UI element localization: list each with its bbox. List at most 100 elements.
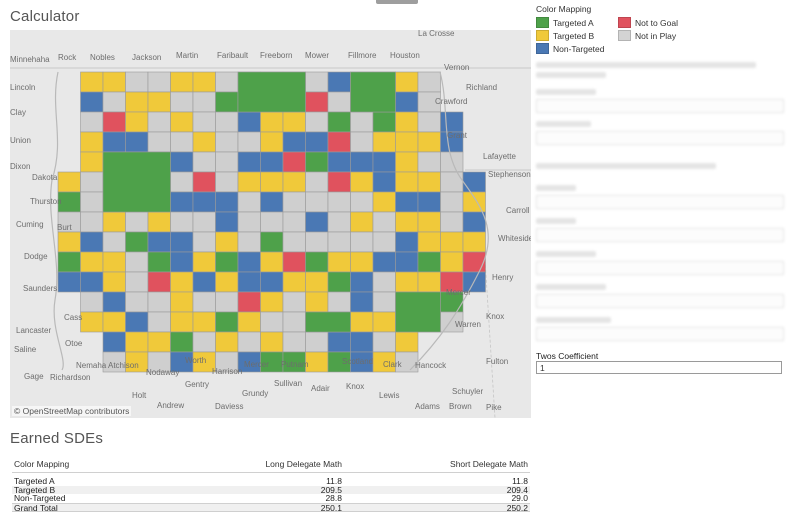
county[interactable] — [192, 71, 216, 93]
county[interactable] — [215, 311, 239, 333]
county[interactable] — [327, 191, 351, 213]
county[interactable] — [327, 251, 351, 273]
county[interactable] — [192, 91, 216, 113]
legend-item-non-targeted[interactable]: Non-Targeted — [536, 43, 618, 54]
county[interactable] — [305, 231, 329, 253]
county[interactable] — [237, 311, 261, 333]
county[interactable] — [147, 71, 171, 93]
county[interactable] — [170, 191, 194, 213]
county[interactable] — [125, 331, 149, 353]
county[interactable] — [395, 231, 419, 253]
county[interactable] — [350, 211, 374, 233]
header-long-delegate-math[interactable]: Long Delegate Math — [265, 459, 342, 469]
county[interactable] — [147, 211, 171, 233]
county[interactable] — [305, 111, 329, 133]
county[interactable] — [372, 191, 396, 213]
county[interactable] — [80, 71, 104, 93]
county[interactable] — [215, 131, 239, 153]
county[interactable] — [282, 251, 306, 273]
county[interactable] — [350, 71, 396, 113]
county[interactable] — [395, 151, 419, 173]
county[interactable] — [417, 131, 441, 153]
county[interactable] — [102, 291, 126, 313]
county[interactable] — [282, 111, 306, 133]
county[interactable] — [462, 231, 486, 253]
county[interactable] — [237, 291, 261, 313]
county[interactable] — [282, 171, 306, 193]
county[interactable] — [260, 151, 284, 173]
county[interactable] — [125, 291, 149, 313]
county[interactable] — [417, 151, 441, 173]
county[interactable] — [417, 111, 441, 133]
county[interactable] — [350, 151, 374, 173]
county[interactable] — [372, 291, 396, 313]
legend-item-not-in-play[interactable]: Not in Play — [618, 30, 688, 41]
county[interactable] — [102, 131, 126, 153]
county[interactable] — [125, 231, 149, 253]
blurred-parameter-6[interactable] — [536, 284, 784, 308]
county[interactable] — [147, 231, 171, 253]
county[interactable] — [327, 151, 351, 173]
county[interactable] — [305, 331, 329, 353]
county[interactable] — [57, 251, 81, 273]
header-short-delegate-math[interactable]: Short Delegate Math — [450, 459, 528, 469]
twos-coefficient-input[interactable]: 1 — [536, 361, 782, 374]
county[interactable] — [170, 171, 194, 193]
county[interactable] — [417, 71, 441, 93]
county[interactable] — [440, 111, 464, 133]
county[interactable] — [305, 211, 329, 233]
county[interactable] — [102, 231, 126, 253]
county[interactable] — [260, 271, 284, 293]
county[interactable] — [327, 131, 351, 153]
county[interactable] — [57, 171, 81, 193]
county[interactable] — [102, 311, 126, 333]
county[interactable] — [327, 171, 351, 193]
county[interactable] — [192, 331, 216, 353]
county[interactable] — [282, 291, 306, 313]
iowa-county-map[interactable]: Minnehaha Rock Nobles Jackson Martin Faribaul… — [10, 30, 531, 418]
county[interactable] — [80, 211, 104, 233]
county[interactable] — [282, 211, 306, 233]
county[interactable] — [125, 211, 149, 233]
county[interactable] — [417, 251, 441, 273]
county[interactable] — [147, 251, 171, 273]
county[interactable] — [395, 111, 419, 133]
county[interactable] — [260, 131, 284, 153]
county[interactable] — [305, 91, 329, 113]
blurred-parameter-7[interactable] — [536, 317, 784, 341]
top-drag-handle[interactable] — [376, 0, 418, 4]
county[interactable] — [282, 191, 306, 213]
county[interactable] — [80, 191, 104, 213]
county[interactable] — [192, 291, 216, 313]
county[interactable] — [395, 251, 419, 273]
county[interactable] — [440, 231, 464, 253]
county[interactable] — [102, 91, 126, 113]
county[interactable] — [125, 111, 149, 133]
county[interactable] — [237, 231, 261, 253]
county[interactable] — [192, 251, 216, 273]
map-attribution[interactable]: © OpenStreetMap contributors — [12, 406, 132, 416]
county[interactable] — [237, 71, 306, 113]
county[interactable] — [327, 211, 351, 233]
table-row-grand-total[interactable]: Grand Total 250.1 250.2 — [12, 502, 530, 512]
county[interactable] — [372, 331, 396, 353]
blurred-parameter-4[interactable] — [536, 218, 784, 242]
county[interactable] — [282, 131, 306, 153]
county[interactable] — [215, 91, 239, 113]
county[interactable] — [125, 131, 149, 153]
county[interactable] — [237, 131, 261, 153]
blurred-parameter-1[interactable] — [536, 89, 784, 113]
county[interactable] — [305, 131, 329, 153]
county[interactable] — [417, 171, 441, 193]
county[interactable] — [395, 131, 419, 153]
county[interactable] — [440, 191, 464, 213]
county[interactable] — [192, 111, 216, 133]
county[interactable] — [282, 271, 306, 293]
county[interactable] — [237, 151, 261, 173]
county[interactable] — [372, 171, 396, 193]
county[interactable] — [80, 151, 104, 173]
county[interactable] — [282, 331, 306, 353]
county[interactable] — [80, 251, 104, 273]
county[interactable] — [237, 271, 261, 293]
county[interactable] — [260, 191, 284, 213]
